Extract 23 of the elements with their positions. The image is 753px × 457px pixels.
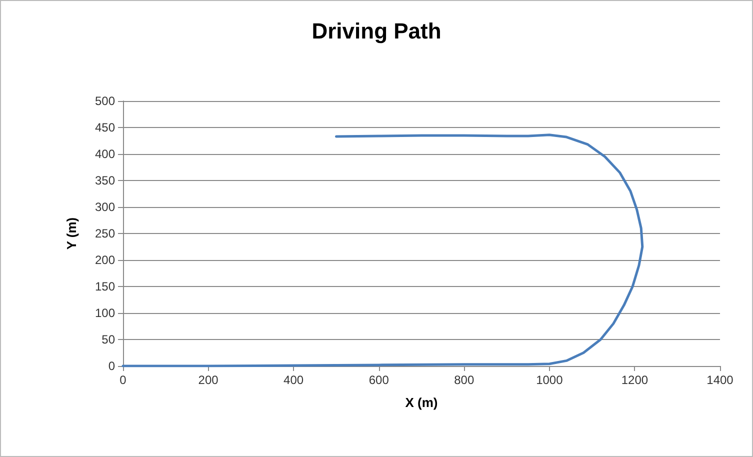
y-tick-label: 400: [94, 147, 116, 161]
line-series: [122, 134, 644, 368]
y-tick-label: 350: [94, 174, 116, 188]
y-tick-label: 50: [102, 332, 116, 346]
y-tick-label: 200: [94, 253, 116, 267]
x-tick-label: 1400: [706, 373, 734, 387]
y-tick-label: 500: [94, 94, 116, 108]
x-tick-label: 600: [368, 373, 390, 387]
y-tick-label: 300: [94, 200, 116, 214]
x-tick-label: 800: [454, 373, 474, 387]
chart-title: Driving Path: [312, 18, 442, 44]
y-tick-label: 0: [108, 359, 116, 373]
x-tick-label: 200: [198, 373, 219, 387]
x-tick-label: 400: [284, 373, 304, 387]
y-tick-label: 100: [94, 306, 116, 320]
x-tick-label: 1200: [621, 373, 648, 387]
y-tick-label: 250: [94, 226, 116, 240]
x-tick-label: 1000: [536, 373, 564, 387]
x-tick-label: 0: [120, 373, 127, 387]
y-tick-label: 150: [94, 280, 116, 294]
x-axis-title: X (m): [405, 395, 438, 410]
y-tick-label: 450: [94, 120, 116, 134]
y-axis-title: Y (m): [64, 217, 79, 250]
